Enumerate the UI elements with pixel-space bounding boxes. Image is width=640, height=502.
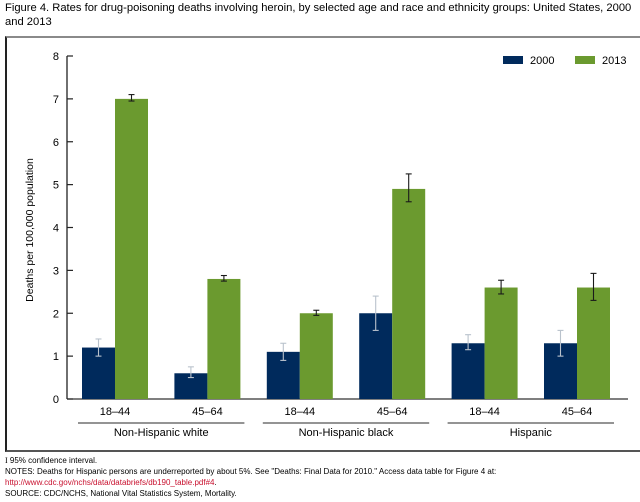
figure-footer: I 95% confidence interval. NOTES: Deaths… — [5, 455, 637, 499]
y-tick-label: 1 — [53, 351, 59, 363]
x-tick-label: 18–44 — [100, 406, 131, 418]
bar-chart: 0 1 2 3 4 5 6 7 8 18–44 45–64 18–44 45–64 18–44 45–64 N… — [24, 51, 628, 439]
y-axis-label: Deaths per 100,000 population — [24, 158, 36, 302]
bar-2013 — [115, 98, 148, 399]
y-tick-label: 2 — [53, 308, 59, 320]
legend-swatch-2013 — [575, 56, 595, 64]
y-tick-label: 0 — [53, 394, 59, 406]
bar-2013 — [484, 287, 518, 399]
y-tick-label: 3 — [53, 265, 59, 277]
error-bars — [95, 94, 597, 379]
group-label: Non-Hispanic black — [299, 427, 394, 439]
bar-2013 — [299, 313, 333, 399]
bar-2013 — [392, 188, 426, 399]
y-tick-label: 8 — [53, 51, 59, 63]
bar-2013 — [207, 278, 241, 399]
ci-legend: I 95% confidence interval. — [5, 455, 637, 466]
notes-suffix: . — [214, 478, 217, 487]
y-tick-label: 7 — [53, 94, 59, 106]
x-tick-label: 18–44 — [285, 406, 316, 418]
axes — [66, 55, 628, 400]
bar-2000 — [451, 343, 485, 399]
y-tick-label: 4 — [53, 223, 59, 235]
ci-icon: I — [5, 456, 8, 465]
x-tick-label: 18–44 — [469, 406, 500, 418]
legend: 2000 2013 — [503, 55, 626, 67]
x-tick-label: 45–64 — [192, 406, 223, 418]
bar-2013 — [577, 287, 610, 399]
data-table-link[interactable]: http://www.cdc.gov/nchs/data/databriefs/… — [5, 478, 215, 487]
notes: NOTES: Deaths for Hispanic persons are u… — [5, 466, 637, 488]
figure-title: Figure 4. Rates for drug-poisoning death… — [5, 2, 632, 28]
source-note: SOURCE: CDC/NCHS, National Vital Statist… — [5, 489, 237, 498]
notes-text: NOTES: Deaths for Hispanic persons are u… — [5, 467, 497, 476]
group-label: Non-Hispanic white — [114, 427, 209, 439]
group-label: Hispanic — [510, 427, 553, 439]
legend-label-2013: 2013 — [602, 55, 626, 67]
y-tick-label: 6 — [53, 137, 59, 149]
x-tick-label: 45–64 — [377, 406, 408, 418]
chart-frame — [5, 36, 640, 452]
labels: 0 1 2 3 4 5 6 7 8 18–44 45–64 18–44 45–64 18–44 45–64 N… — [53, 51, 614, 439]
ci-note: 95% confidence interval. — [9, 456, 98, 465]
legend-label-2000: 2000 — [530, 55, 554, 67]
bars — [82, 98, 610, 399]
x-tick-label: 45–64 — [562, 406, 593, 418]
legend-swatch-2000 — [503, 56, 523, 64]
y-tick-label: 5 — [53, 180, 59, 192]
